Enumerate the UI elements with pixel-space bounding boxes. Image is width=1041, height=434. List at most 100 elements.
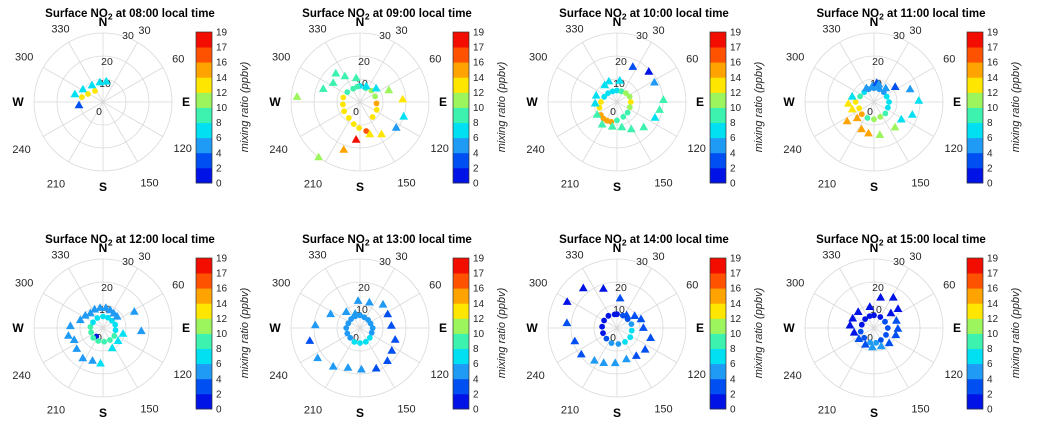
data-point-triangle <box>78 84 88 93</box>
angle-label-240: 240 <box>783 144 801 156</box>
grid-spoke <box>43 101 104 137</box>
angle-label-S: S <box>356 180 364 194</box>
data-point-triangle <box>890 82 900 90</box>
angle-label-N: N <box>870 15 879 29</box>
angle-label-120: 120 <box>174 143 192 155</box>
colorbar-label: mixing ratio (ppbv) <box>1010 287 1022 378</box>
angle-label-240: 240 <box>269 144 287 156</box>
data-point-circle <box>362 338 369 345</box>
angle-label-210: 210 <box>304 404 322 416</box>
colorbar-tick: 10 <box>216 103 228 114</box>
colorbar-band <box>967 152 983 169</box>
data-point-triangle <box>886 308 896 317</box>
angle-label-30: 30 <box>909 25 921 37</box>
colorbar-band <box>196 318 212 334</box>
data-point-triangle <box>365 129 375 138</box>
colorbar-band <box>453 303 469 319</box>
data-point-triangle <box>351 73 361 82</box>
colorbar-tick: 0 <box>730 179 736 190</box>
data-point-triangle <box>890 122 900 131</box>
colorbar-tick: 4 <box>987 374 993 385</box>
data-point-triangle <box>341 307 351 315</box>
data-point-circle <box>350 121 357 127</box>
panel-title: Surface NO2 at 10:00 local time <box>559 8 729 22</box>
data-point-circle <box>611 311 618 318</box>
colorbar-band <box>967 167 983 184</box>
angle-label-330: 330 <box>565 249 583 261</box>
colorbar-tick: 2 <box>730 163 736 174</box>
panel-title: Surface NO2 at 11:00 local time <box>816 8 985 22</box>
angle-label-330: 330 <box>822 23 840 35</box>
angle-label-N: N <box>613 15 622 29</box>
angle-label-300: 300 <box>272 278 290 290</box>
grid-spoke <box>814 67 875 103</box>
colorbar-tick: 19 <box>987 28 999 39</box>
colorbar-tick: 4 <box>987 148 993 159</box>
colorbar-tick: 14 <box>987 299 999 310</box>
angle-label-210: 210 <box>818 178 836 190</box>
angle-label-60: 60 <box>943 280 955 292</box>
data-point-triangle <box>107 343 117 352</box>
data-point-triangle <box>113 336 123 344</box>
colorbar-band <box>710 333 726 349</box>
panel-1100: Surface NO2 at 11:00 local time N 30 60 E 120… <box>771 0 1041 217</box>
data-point-circle <box>858 321 865 328</box>
radial-label-30: 30 <box>122 256 134 268</box>
data-point-circle <box>95 338 102 344</box>
data-point-triangle <box>326 309 335 318</box>
data-point-triangle <box>853 307 863 315</box>
grid-spoke <box>814 327 875 363</box>
data-point-triangle <box>328 361 338 370</box>
radial-label-0: 0 <box>96 332 102 344</box>
colorbar-label: mixing ratio (ppbv) <box>239 287 251 378</box>
data-point-circle <box>100 313 106 320</box>
grid-spoke <box>616 327 677 363</box>
colorbar-tick: 6 <box>987 133 993 144</box>
colorbar-band <box>710 107 726 123</box>
radial-label-0: 0 <box>867 106 873 118</box>
colorbar-tick: 12 <box>730 88 742 99</box>
colorbar-tick: 17 <box>216 269 228 280</box>
data-point-triangle <box>86 308 95 317</box>
colorbar-band <box>453 122 469 139</box>
data-point-triangle <box>881 83 891 92</box>
colorbar-band <box>196 288 212 304</box>
angle-label-120: 120 <box>688 143 706 155</box>
angle-label-E: E <box>953 321 961 335</box>
grid-spoke <box>616 101 677 137</box>
colorbar-tick: 2 <box>987 163 993 174</box>
data-point-triangle <box>854 334 864 342</box>
colorbar-band <box>196 32 212 48</box>
colorbar-band <box>710 303 726 319</box>
data-point-triangle <box>391 123 401 131</box>
colorbar-band <box>196 137 212 154</box>
colorbar-band <box>453 348 469 365</box>
colorbar-tick: 17 <box>473 43 485 54</box>
colorbar-band <box>967 363 983 380</box>
radial-label-0: 0 <box>610 332 616 344</box>
colorbar-tick: 8 <box>730 344 736 355</box>
colorbar-tick: 19 <box>730 254 742 265</box>
data-point-triangle <box>383 309 393 318</box>
angle-label-330: 330 <box>308 249 326 261</box>
data-point-triangle <box>328 78 338 86</box>
grid-spoke <box>557 67 618 103</box>
panel-0800: Surface NO2 at 08:00 local time N 30 60 E 120… <box>0 0 270 217</box>
angle-label-E: E <box>696 321 704 335</box>
grid-spoke <box>300 101 361 137</box>
angle-label-60: 60 <box>172 54 184 66</box>
data-point-circle <box>356 125 362 131</box>
colorbar-band <box>967 303 983 319</box>
angle-label-330: 330 <box>565 23 583 35</box>
angle-label-150: 150 <box>397 404 415 416</box>
data-point-triangle <box>87 80 97 89</box>
data-point-triangle <box>630 311 640 319</box>
data-point-triangle <box>622 354 631 363</box>
angle-label-120: 120 <box>174 369 192 381</box>
grid-spoke <box>300 327 361 363</box>
data-point-circle <box>852 99 859 105</box>
colorbar-tick: 10 <box>473 329 485 340</box>
colorbar-tick: 6 <box>216 359 222 370</box>
angle-label-W: W <box>526 321 538 335</box>
